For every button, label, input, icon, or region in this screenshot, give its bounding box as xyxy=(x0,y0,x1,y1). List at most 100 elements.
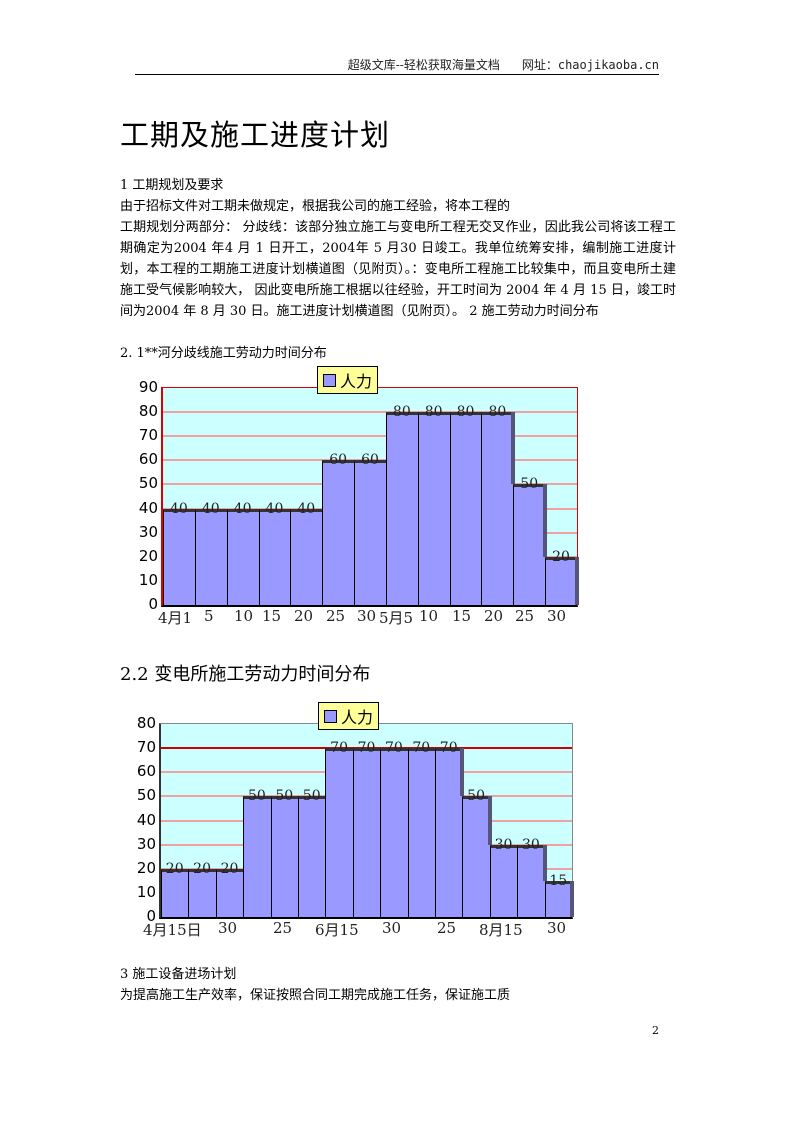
bar xyxy=(194,508,228,605)
chart-legend: 人力 xyxy=(318,702,380,730)
bar xyxy=(435,748,464,917)
x-tick-label: 30 xyxy=(547,919,567,937)
page-title: 工期及施工进度计划 xyxy=(120,118,391,152)
data-label: 80 xyxy=(392,404,411,421)
gridline xyxy=(163,459,577,462)
legend-label: 人力 xyxy=(341,708,374,727)
y-tick-label: 30 xyxy=(138,522,158,541)
x-tick-label: 20 xyxy=(294,607,314,625)
y-tick-label: 80 xyxy=(136,714,156,732)
bar xyxy=(481,412,515,605)
chart-legend: 人力 xyxy=(317,366,379,394)
data-label: 80 xyxy=(424,404,443,421)
bar xyxy=(215,868,245,917)
x-tick-label: 30 xyxy=(547,607,567,625)
data-label: 20 xyxy=(193,860,211,877)
gridline xyxy=(163,411,577,414)
x-tick-label: 20 xyxy=(484,607,504,625)
data-label: 30 xyxy=(521,836,540,853)
bar xyxy=(544,880,573,917)
section-1-heading: 1 工期规划及要求 xyxy=(120,178,224,193)
bar xyxy=(380,748,409,917)
data-label: 80 xyxy=(456,404,475,421)
header-site: 网址：chaojikaoba.cn xyxy=(521,58,659,72)
bar xyxy=(290,508,324,605)
bar-shadow xyxy=(487,796,492,845)
bar xyxy=(354,460,387,605)
bar xyxy=(188,868,217,917)
data-label: 60 xyxy=(329,452,348,469)
y-tick-label: 10 xyxy=(136,882,156,901)
x-tick-label: 15 xyxy=(262,607,282,625)
section-3-text: 为提高施工生产效率，保证按照合同工期完成施工任务，保证施工质 xyxy=(120,988,511,1003)
x-tick-label: 4月1 xyxy=(158,609,193,627)
y-tick-label: 40 xyxy=(138,498,158,517)
x-tick-label: 8月15 xyxy=(479,921,523,939)
data-label: 50 xyxy=(247,788,266,805)
bar xyxy=(322,460,356,605)
data-label: 40 xyxy=(170,500,188,517)
x-tick-label: 25 xyxy=(515,607,535,625)
data-label: 80 xyxy=(488,404,507,421)
y-tick-label: 0 xyxy=(146,907,156,925)
section-21-heading: 2. 1**河分歧线施工劳动力时间分布 xyxy=(120,346,327,361)
x-tick-label: 25 xyxy=(437,919,457,937)
y-tick-label: 10 xyxy=(138,570,158,589)
x-tick-label: 15 xyxy=(452,607,472,625)
data-label: 15 xyxy=(549,872,568,889)
gridline xyxy=(163,435,577,438)
bar xyxy=(489,844,519,917)
x-tick-label: 5月5 xyxy=(379,609,414,627)
bar-shadow xyxy=(575,556,579,605)
data-label: 50 xyxy=(275,788,294,805)
data-label: 60 xyxy=(361,452,379,469)
y-tick-label: 60 xyxy=(138,450,158,469)
bar xyxy=(352,748,382,917)
bar-shadow xyxy=(511,412,516,485)
y-tick-label: 50 xyxy=(136,786,156,805)
y-tick-label: 20 xyxy=(136,858,156,877)
x-tick-label: 4月15日 xyxy=(143,921,202,939)
bar-shadow xyxy=(542,844,547,881)
y-tick-label: 90 xyxy=(138,378,158,396)
y-tick-label: 40 xyxy=(136,810,156,829)
bar xyxy=(449,412,483,605)
y-tick-label: 30 xyxy=(136,834,156,853)
x-tick-label: 30 xyxy=(357,607,377,625)
bar-shadow xyxy=(570,880,574,917)
bar xyxy=(258,508,292,605)
bar xyxy=(243,796,272,917)
data-label: 20 xyxy=(552,548,570,565)
header-rule xyxy=(135,74,659,75)
data-label: 20 xyxy=(220,860,239,877)
x-tick-label: 10 xyxy=(419,607,439,625)
bar xyxy=(163,508,196,605)
x-tick-label: 6月15 xyxy=(315,921,359,939)
data-label: 40 xyxy=(233,500,252,517)
x-tick-label: 30 xyxy=(382,919,402,937)
y-tick-label: 50 xyxy=(138,474,158,493)
legend-swatch xyxy=(323,373,336,387)
bar-shadow xyxy=(543,484,548,557)
bar-shadow xyxy=(460,748,465,797)
y-tick-label: 80 xyxy=(138,402,158,421)
bar xyxy=(407,748,436,917)
data-label: 70 xyxy=(357,740,376,757)
bar xyxy=(270,796,299,917)
data-label: 40 xyxy=(201,500,220,517)
chart-substation-labor: 20 20 20 50 50 50 70 70 70 70 70 50 30 30 15 0 10 20 30 40 5… xyxy=(110,700,590,950)
data-label: 30 xyxy=(494,836,513,853)
data-label: 40 xyxy=(297,500,316,517)
chart-feeder-labor: 40 40 40 40 40 60 60 80 80 80 80 50 20 0 10 20 30 40 50 60 7… xyxy=(110,360,590,640)
bar xyxy=(462,796,491,917)
data-label: 40 xyxy=(265,500,284,517)
page-number: 2 xyxy=(652,1024,659,1037)
data-label: 50 xyxy=(467,788,485,805)
y-tick-label: 70 xyxy=(138,426,158,445)
section-3-heading: 3 施工设备进场计划 xyxy=(120,967,237,982)
data-label: 70 xyxy=(439,740,458,757)
legend-label: 人力 xyxy=(340,372,373,391)
bar xyxy=(298,796,327,917)
bar xyxy=(325,748,354,917)
section-22-heading: 2.2 变电所施工劳动力时间分布 xyxy=(120,664,371,685)
